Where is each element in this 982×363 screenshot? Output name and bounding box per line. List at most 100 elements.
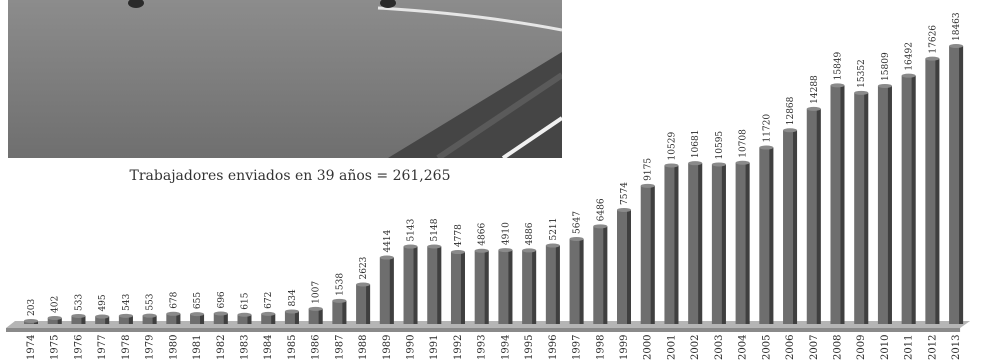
year-label-1999: 1999	[619, 335, 630, 360]
year-label-1989: 1989	[382, 335, 393, 360]
bar-1979	[142, 313, 157, 324]
bar-1986	[308, 306, 323, 324]
value-label-1996: 5211	[549, 218, 559, 241]
value-label-2005: 11720	[762, 114, 772, 143]
bar-2012	[925, 56, 940, 324]
year-label-2007: 2007	[809, 335, 820, 360]
bar-2008	[830, 83, 845, 324]
bar-1987	[332, 298, 347, 324]
value-label-2001: 10529	[667, 132, 677, 161]
value-label-2009: 15352	[857, 59, 867, 88]
year-label-1988: 1988	[358, 335, 369, 360]
value-label-2000: 9175	[644, 158, 654, 181]
value-label-1989: 4414	[383, 229, 393, 252]
value-label-2003: 10595	[715, 131, 725, 160]
year-label-1977: 1977	[97, 335, 108, 360]
bar-2003	[711, 162, 726, 324]
year-label-1996: 1996	[548, 335, 559, 360]
bar-2002	[688, 161, 703, 324]
bar-2011	[901, 73, 916, 324]
value-label-1980: 678	[169, 291, 179, 308]
bar-1993	[474, 248, 489, 324]
year-label-1980: 1980	[168, 335, 179, 360]
value-label-1991: 5148	[430, 218, 440, 241]
value-label-1986: 1007	[312, 281, 322, 304]
value-label-2006: 12868	[786, 96, 796, 125]
bar-2004	[735, 160, 750, 324]
value-label-2012: 17626	[928, 25, 938, 54]
bar-2010	[877, 83, 892, 324]
year-label-1976: 1976	[73, 335, 84, 360]
value-label-1998: 6486	[596, 198, 606, 221]
value-label-1987: 1538	[335, 273, 345, 296]
value-label-1985: 834	[288, 289, 298, 306]
value-label-2010: 15809	[881, 52, 891, 81]
year-label-1981: 1981	[192, 335, 203, 360]
bar-1997	[569, 236, 584, 324]
year-label-1978: 1978	[121, 335, 132, 360]
bar-2013	[949, 44, 964, 324]
year-label-1985: 1985	[287, 335, 298, 360]
bar-2009	[854, 90, 869, 324]
year-label-2003: 2003	[714, 335, 725, 360]
floor-edge	[6, 328, 961, 332]
year-label-2013: 2013	[951, 335, 962, 360]
value-label-1984: 672	[264, 292, 274, 309]
bar-1992	[450, 250, 465, 324]
value-label-1978: 543	[122, 293, 132, 310]
year-label-1993: 1993	[477, 335, 488, 360]
value-label-1994: 4910	[501, 222, 511, 245]
year-label-2009: 2009	[856, 335, 867, 360]
year-label-1997: 1997	[572, 335, 583, 360]
bar-1989	[379, 255, 394, 324]
year-label-2001: 2001	[666, 335, 677, 360]
value-label-1979: 553	[146, 293, 156, 310]
value-label-2013: 18463	[952, 12, 962, 41]
bar-2006	[783, 128, 798, 324]
bar-1978	[118, 313, 133, 324]
year-label-2012: 2012	[927, 335, 938, 360]
bar-1977	[95, 314, 110, 324]
value-label-1983: 615	[240, 292, 250, 309]
year-label-1986: 1986	[311, 335, 322, 360]
year-label-1991: 1991	[429, 335, 440, 360]
value-labels-group: 203 402 533 495 543 553 678 655 696 615 672 834 1007…	[27, 12, 962, 316]
bar-2007	[806, 106, 821, 325]
value-label-1990: 5143	[407, 218, 417, 241]
year-label-2006: 2006	[785, 335, 796, 360]
value-label-1988: 2623	[359, 256, 369, 279]
value-label-1974: 203	[27, 298, 37, 315]
year-label-1992: 1992	[453, 335, 464, 360]
road-photo	[8, 0, 562, 158]
bar-1990	[403, 244, 418, 324]
year-label-1983: 1983	[239, 335, 250, 360]
value-label-1981: 655	[193, 292, 203, 309]
year-label-1982: 1982	[216, 335, 227, 360]
year-label-2008: 2008	[832, 335, 843, 360]
year-label-1984: 1984	[263, 335, 274, 360]
year-label-1979: 1979	[145, 335, 156, 360]
value-label-2002: 10681	[691, 130, 701, 159]
value-label-1997: 5647	[573, 211, 583, 234]
year-label-1974: 1974	[26, 335, 37, 360]
year-label-2004: 2004	[738, 335, 749, 360]
bar-1982	[213, 311, 228, 324]
value-label-1977: 495	[98, 294, 108, 311]
bar-1980	[166, 311, 181, 324]
year-labels-group: 1974 1975 1976 1977 1978 1979 1980 1981 1982 1983…	[26, 335, 962, 360]
bar-1984	[261, 311, 276, 324]
year-label-2000: 2000	[643, 335, 654, 360]
value-label-1975: 402	[51, 296, 61, 313]
year-label-2011: 2011	[904, 335, 915, 360]
chart-caption: Trabajadores enviados en 39 años = 261,2…	[129, 168, 451, 184]
year-label-2010: 2010	[880, 335, 891, 360]
year-label-1994: 1994	[500, 335, 511, 360]
bar-1983	[237, 312, 252, 324]
bar-1976	[71, 313, 86, 324]
year-label-2005: 2005	[761, 335, 772, 360]
value-label-2007: 14288	[810, 75, 820, 104]
value-label-2004: 10708	[739, 129, 749, 158]
value-label-1993: 4866	[478, 223, 488, 246]
value-label-1992: 4778	[454, 224, 464, 247]
